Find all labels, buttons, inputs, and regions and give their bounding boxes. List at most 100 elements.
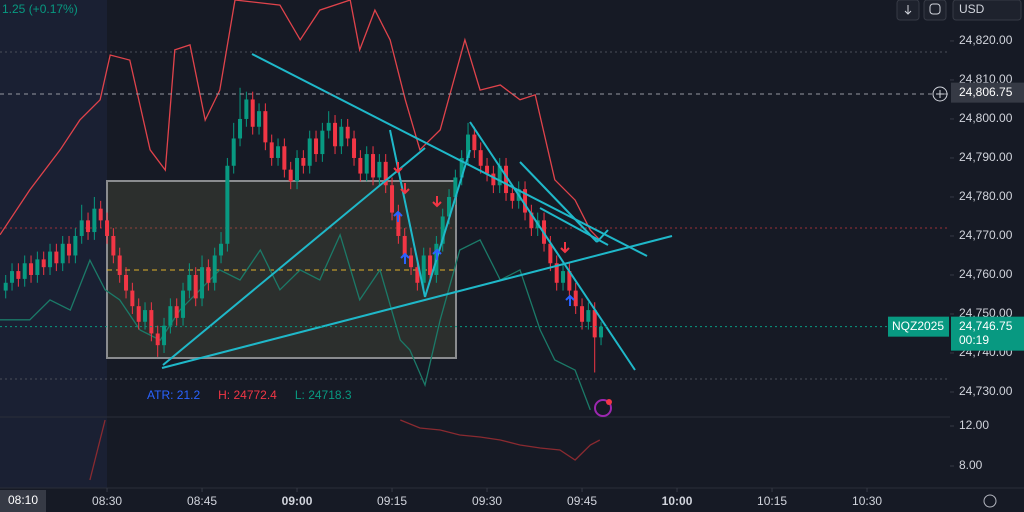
y-tick-label: 12.00 [959,418,989,432]
candle-body [326,122,331,131]
candle-body [573,290,578,307]
candle-body [3,282,8,291]
candle-body [447,196,452,217]
candle-body [193,274,198,299]
y-tick-label: 24,820.00 [959,33,1013,47]
reset-button[interactable] [923,0,947,21]
candle-body [29,263,34,275]
x-tick-label: 08:45 [187,494,217,508]
candle-body [466,134,471,158]
candle-body [358,157,363,174]
y-tick-label: 24,730.00 [959,384,1013,398]
legend-entry: ATR: 21.2 [147,388,200,402]
buy-signal [432,248,442,260]
crosshair-time-box [0,490,46,512]
sell-signal [560,242,570,254]
candle-body [371,154,376,178]
candle-body [364,154,369,174]
candle-body [41,259,46,268]
sell-signal [393,162,403,174]
candle-body [459,157,464,178]
candle-body [592,310,597,338]
candle-body [105,220,110,236]
candle-body [523,189,528,213]
crosshair-price: 24,806.75 [959,85,1013,99]
candle-body [231,138,236,166]
candle-body [206,267,211,283]
candle-body [117,255,122,275]
candle-body [352,138,357,158]
candle-body [263,111,268,143]
candle-body [130,290,135,307]
trend-line [162,147,426,366]
candle-body [510,193,515,201]
candle-body [599,326,604,338]
candle-body [453,177,458,197]
candle-body [219,243,224,256]
candle-body [212,255,217,283]
candle-body [225,165,230,244]
candle-body [187,274,192,291]
candle-body [567,271,572,291]
candle-body [548,243,553,264]
crosshair-price-box [951,82,1024,103]
trend-line [424,149,471,298]
candle-body [383,161,388,186]
candle-body [314,138,319,155]
candle-body [155,333,160,346]
candle-body [10,271,15,283]
candle-body [35,259,40,275]
candle-body [529,212,534,229]
candle-body [238,118,243,139]
candle-body [200,267,205,299]
session-shade [0,0,107,488]
candle-body [472,134,477,151]
candle-body [168,306,173,326]
candle-body [409,255,414,268]
candle-body [415,267,420,283]
candle-body [396,212,401,236]
settings-button[interactable] [983,494,997,508]
candle-body [485,165,490,174]
change-label: 1.25 (+0.17%) [2,2,78,16]
signals [393,162,575,306]
candle-body [276,146,281,158]
candle-body [333,122,338,147]
indicator-line [400,419,601,461]
candle-body [86,220,91,233]
candle-body [48,251,53,268]
candle-body [124,274,129,291]
buy-signal [565,294,575,306]
candle-body [16,271,21,279]
candle-body [301,157,306,166]
candle-body [162,325,167,346]
buy-signal [400,252,410,264]
reset-icon [929,3,941,15]
indicator-line [0,232,591,411]
candle-body [554,263,559,283]
candle-body [143,310,148,322]
last-price: 24,746.75 [959,319,1013,333]
alert-dot [606,399,612,405]
trend-line [161,235,673,369]
candle-body [67,243,72,256]
indicator-line [0,0,601,241]
candle-body [98,208,103,221]
candle-body [79,220,84,236]
sell-signal [400,183,410,195]
alert-icon[interactable] [594,399,612,417]
y-tick-label: 24,750.00 [959,306,1013,320]
y-tick-label: 24,780.00 [959,189,1013,203]
legend: ATR: 21.2 H: 24772.4 L: 24718.3 [147,388,352,402]
add-alert-button[interactable] [932,86,948,102]
candle-body [244,99,249,119]
candles [3,87,604,373]
currency-button[interactable] [952,0,1022,21]
y-tick-label: 24,770.00 [959,228,1013,242]
trend-lines [161,53,673,371]
x-tick-label: 09:00 [282,494,313,508]
candle-body [288,169,293,182]
x-tick-label: 09:15 [377,494,407,508]
